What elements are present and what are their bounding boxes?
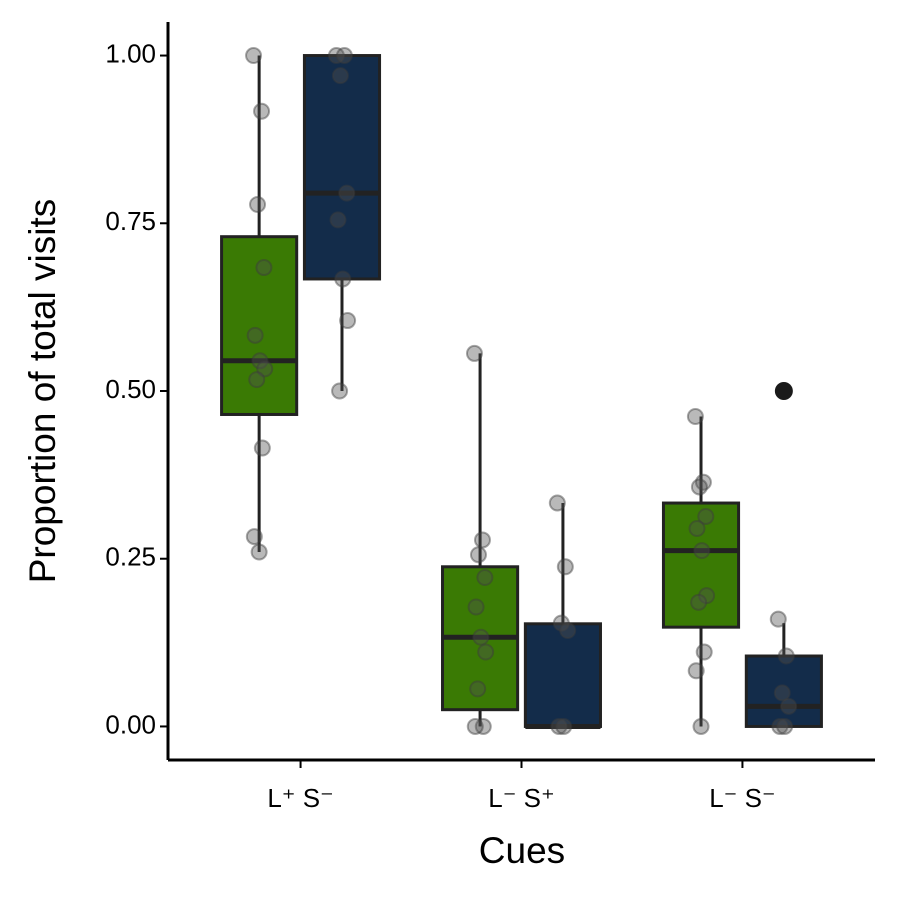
- outlier: [774, 382, 793, 400]
- data-point: [469, 680, 487, 698]
- data-point: [552, 614, 570, 632]
- data-point: [694, 473, 712, 491]
- data-point: [245, 47, 263, 65]
- data-point: [251, 352, 269, 370]
- data-point: [697, 507, 715, 525]
- data-point: [555, 717, 573, 735]
- data-point: [695, 643, 713, 661]
- data-point: [338, 184, 356, 202]
- data-point: [248, 371, 266, 389]
- data-point: [776, 717, 794, 735]
- box: [220, 235, 299, 416]
- data-point: [334, 270, 352, 288]
- data-point: [465, 344, 483, 362]
- data-point: [780, 697, 798, 715]
- data-point: [472, 628, 490, 646]
- box: [661, 501, 741, 629]
- data-point: [467, 598, 485, 616]
- data-point: [473, 531, 491, 549]
- x-tick-label: L⁻ S⁺: [488, 783, 554, 813]
- y-tick-label: 0.25: [105, 542, 156, 572]
- data-point: [331, 382, 349, 400]
- data-point: [250, 543, 268, 561]
- data-point: [476, 569, 494, 587]
- data-point: [559, 622, 577, 640]
- data-point: [466, 717, 484, 735]
- data-point: [253, 439, 271, 457]
- y-axis-title: Proportion of total visits: [22, 199, 63, 584]
- data-point: [769, 610, 787, 628]
- data-point: [698, 587, 716, 605]
- data-point: [686, 407, 704, 425]
- data-point: [246, 326, 264, 344]
- data-point: [690, 593, 708, 611]
- data-point: [773, 684, 791, 702]
- x-axis-title: Cues: [479, 830, 565, 871]
- box: [523, 622, 602, 728]
- data-point: [693, 542, 711, 560]
- x-tick-label: L⁻ S⁻: [709, 783, 775, 813]
- y-tick-label: 0.50: [105, 374, 156, 404]
- data-point: [687, 662, 705, 680]
- data-point: [327, 47, 345, 65]
- box: [302, 54, 382, 281]
- data-point: [777, 647, 795, 665]
- data-point: [550, 717, 568, 735]
- data-point: [329, 211, 347, 229]
- data-point: [688, 520, 706, 538]
- box: [744, 654, 823, 728]
- y-tick-label: 0.00: [105, 709, 156, 739]
- x-tick-label: L⁺ S⁻: [267, 783, 333, 813]
- data-point: [556, 558, 574, 576]
- data-point: [245, 528, 263, 546]
- data-point: [477, 643, 495, 661]
- data-point: [255, 259, 273, 277]
- data-point: [469, 546, 487, 564]
- data-point: [253, 102, 271, 120]
- data-point: [339, 312, 357, 330]
- data-point: [474, 717, 492, 735]
- data-point: [335, 47, 353, 65]
- data-point: [548, 494, 566, 512]
- data-point: [256, 360, 274, 378]
- y-tick-label: 0.75: [105, 206, 156, 236]
- data-point: [771, 717, 789, 735]
- data-point: [692, 717, 710, 735]
- data-point: [690, 478, 708, 496]
- data-point: [249, 195, 267, 213]
- y-tick-label: 1.00: [105, 38, 156, 68]
- data-point: [331, 67, 349, 85]
